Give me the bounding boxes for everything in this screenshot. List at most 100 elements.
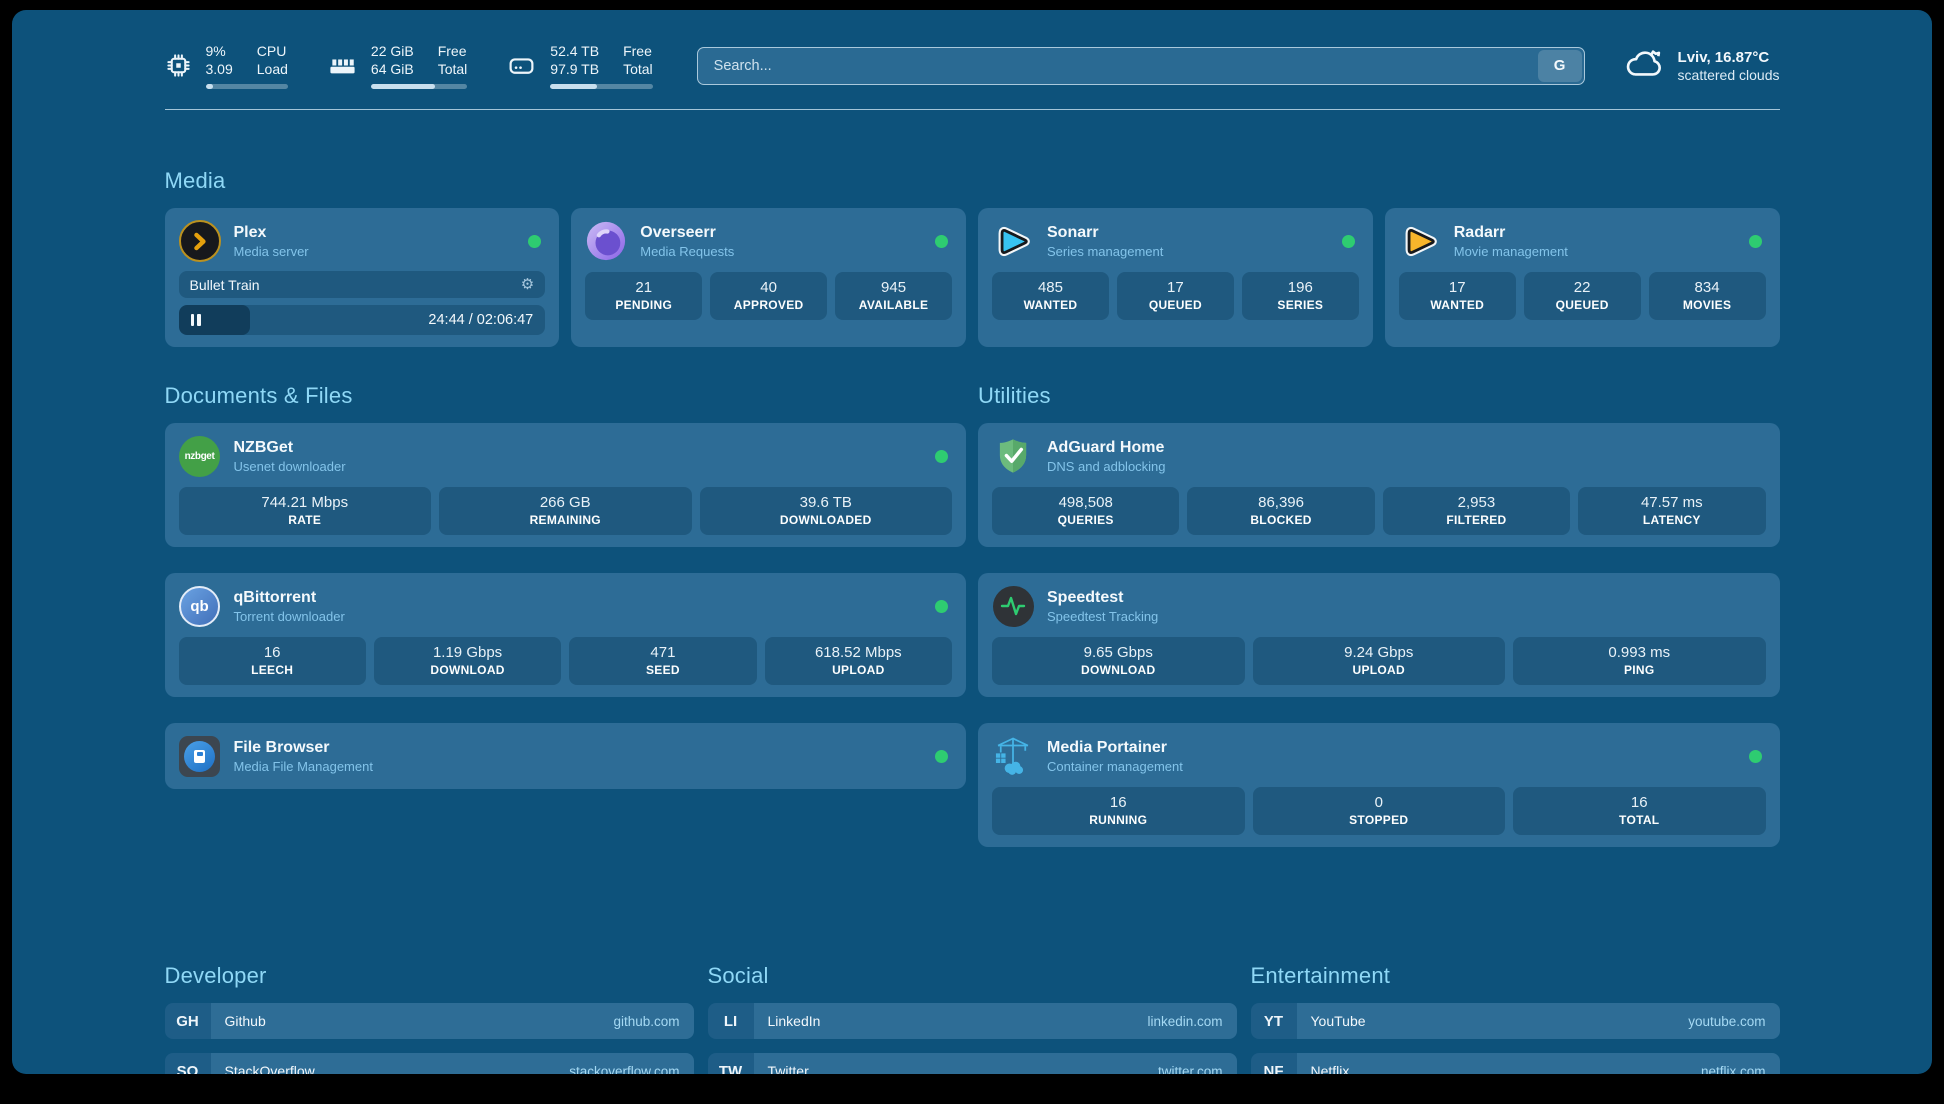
app-name: Media Portainer — [1047, 738, 1168, 756]
cpu-load: 3.09 — [205, 61, 233, 78]
stat-box: 17 WANTED — [1398, 272, 1516, 321]
app-subtitle: Movie management — [1453, 243, 1568, 259]
disk-free-label: Free — [623, 43, 652, 59]
ram-free: 22 GiB — [370, 43, 414, 59]
qbittorrent-card[interactable]: qb qBittorrent Torrent downloader 16 LEEC… — [164, 573, 966, 698]
app-subtitle: Container management — [1047, 758, 1183, 774]
ram-total: 64 GiB — [370, 61, 414, 78]
pause-icon[interactable] — [190, 314, 201, 327]
search-input[interactable] — [696, 46, 1585, 85]
app-subtitle: Usenet downloader — [233, 458, 346, 474]
gear-icon[interactable]: ⚙ — [520, 276, 535, 294]
speedtest-icon — [992, 585, 1034, 627]
disk-total: 97.9 TB — [550, 61, 600, 78]
link-url: twitter.com — [1157, 1063, 1223, 1074]
section-title-entertainment: Entertainment — [1250, 963, 1391, 989]
progress-fill — [178, 305, 251, 336]
nzbget-card[interactable]: nzbget NZBGet Usenet downloader 744.21 M… — [164, 423, 966, 548]
stat-box: 17 QUEUED — [1116, 272, 1234, 321]
ram-free-label: Free — [437, 43, 467, 59]
now-playing-title: Bullet Train — [189, 276, 260, 293]
media-cards-row: Plex Media server Bullet Train ⚙ 24:44 /… — [164, 208, 1780, 348]
stat-box: 196 SERIES — [1241, 272, 1359, 321]
stat-box: 9.24 Gbps UPLOAD — [1252, 637, 1505, 686]
stat-box: 266 GB REMAINING — [439, 487, 692, 536]
disk-stat: 52.4 TB Free 97.9 TB Total — [507, 42, 653, 90]
section-title-documents: Documents & Files — [164, 383, 353, 409]
cloud-icon — [1623, 42, 1665, 89]
link-stackoverflow[interactable]: SO StackOverflow stackoverflow.com — [164, 1053, 694, 1074]
app-name: Sonarr — [1047, 223, 1099, 241]
status-dot — [1748, 749, 1762, 763]
plex-card[interactable]: Plex Media server Bullet Train ⚙ 24:44 /… — [164, 208, 560, 348]
sonarr-icon — [992, 220, 1034, 262]
radarr-card[interactable]: Radarr Movie management 17 WANTED 22 QUEUE… — [1384, 208, 1780, 348]
playback-time: 24:44 / 02:06:47 — [428, 312, 534, 329]
link-netflix[interactable]: NF Netflix netflix.com — [1250, 1053, 1780, 1074]
stat-box: 0.993 ms PING — [1513, 637, 1766, 686]
link-url: stackoverflow.com — [569, 1063, 680, 1074]
link-name: YouTube — [1310, 1013, 1366, 1030]
link-youtube[interactable]: YT YouTube youtube.com — [1250, 1003, 1780, 1040]
ram-stat: 22 GiB Free 64 GiB Total — [328, 42, 468, 90]
link-twitter[interactable]: TW Twitter twitter.com — [707, 1053, 1237, 1074]
app-name: qBittorrent — [233, 588, 317, 606]
link-url: linkedin.com — [1147, 1013, 1223, 1029]
adguard-card[interactable]: AdGuard Home DNS and adblocking 498,508 Q… — [978, 423, 1780, 548]
section-title-developer: Developer — [164, 963, 267, 989]
section-title-utilities: Utilities — [978, 383, 1051, 409]
overseerr-card[interactable]: Overseerr Media Requests 21 PENDING 40 APP… — [571, 208, 966, 348]
plex-icon — [178, 220, 221, 263]
stat-box: 618.52 Mbps UPLOAD — [764, 637, 952, 686]
search-bar: G — [696, 46, 1585, 85]
social-column: Social LI LinkedIn linkedin.com TW Twitte… — [707, 927, 1237, 1074]
stat-box: 485 WANTED — [992, 272, 1109, 321]
link-name: StackOverflow — [224, 1063, 315, 1074]
link-url: netflix.com — [1700, 1063, 1766, 1074]
stat-box: 47.57 ms LATENCY — [1578, 487, 1766, 536]
link-github[interactable]: GH Github github.com — [164, 1003, 694, 1040]
link-linkedin[interactable]: LI LinkedIn linkedin.com — [707, 1003, 1237, 1040]
status-dot — [935, 449, 948, 463]
stat-box: 945 AVAILABLE — [835, 272, 953, 321]
cpu-percent: 9% — [205, 43, 226, 59]
radarr-icon — [1399, 220, 1441, 262]
filebrowser-icon — [179, 735, 220, 777]
ram-total-label: Total — [437, 61, 468, 78]
link-name: Twitter — [767, 1063, 809, 1074]
stat-box: 40 APPROVED — [710, 272, 828, 321]
weather-location-temp: Lviv, 16.87°C — [1677, 48, 1770, 66]
app-subtitle: Media Requests — [640, 243, 735, 259]
qbittorrent-icon: qb — [179, 585, 220, 627]
app-subtitle: Media server — [233, 243, 309, 259]
app-name: NZBGet — [233, 438, 294, 456]
status-dot — [1341, 234, 1355, 248]
ram-usage-bar — [370, 84, 468, 90]
cpu-stat: 9% CPU 3.09 Load — [165, 42, 288, 90]
stat-box: 86,396 BLOCKED — [1187, 487, 1375, 536]
link-abbr: TW — [707, 1053, 754, 1074]
filebrowser-card[interactable]: File Browser Media File Management — [164, 723, 966, 790]
disk-usage-bar — [550, 84, 653, 90]
entertainment-column: Entertainment YT YouTube youtube.com NF N… — [1250, 927, 1780, 1074]
stat-box: 9.65 Gbps DOWNLOAD — [992, 637, 1245, 686]
portainer-card[interactable]: Media Portainer Container management 16 R… — [978, 723, 1780, 848]
app-subtitle: Media File Management — [233, 758, 373, 774]
link-name: Github — [224, 1013, 266, 1030]
cpu-usage-bar — [205, 84, 288, 90]
speedtest-card[interactable]: Speedtest Speedtest Tracking 9.65 Gbps DO… — [978, 573, 1780, 698]
nzbget-icon: nzbget — [179, 435, 220, 477]
sonarr-card[interactable]: Sonarr Series management 485 WANTED 17 QUE… — [978, 208, 1373, 348]
stat-box: 16 LEECH — [178, 637, 366, 686]
link-url: youtube.com — [1688, 1013, 1766, 1029]
section-title-media: Media — [164, 168, 226, 194]
search-engine-button[interactable]: G — [1537, 49, 1582, 82]
weather-condition: scattered clouds — [1677, 66, 1780, 83]
cpu-label: CPU — [256, 43, 287, 59]
stat-box: 16 RUNNING — [992, 787, 1245, 836]
link-abbr: NF — [1250, 1053, 1297, 1074]
dashboard-root: 9% CPU 3.09 Load 22 GiB Free 64 GiB — [12, 10, 1932, 1074]
utilities-column: Utilities AdGuard Home DNS and adblockin… — [978, 347, 1780, 873]
app-name: Plex — [233, 223, 267, 241]
playback-progress[interactable]: 24:44 / 02:06:47 — [178, 305, 546, 336]
